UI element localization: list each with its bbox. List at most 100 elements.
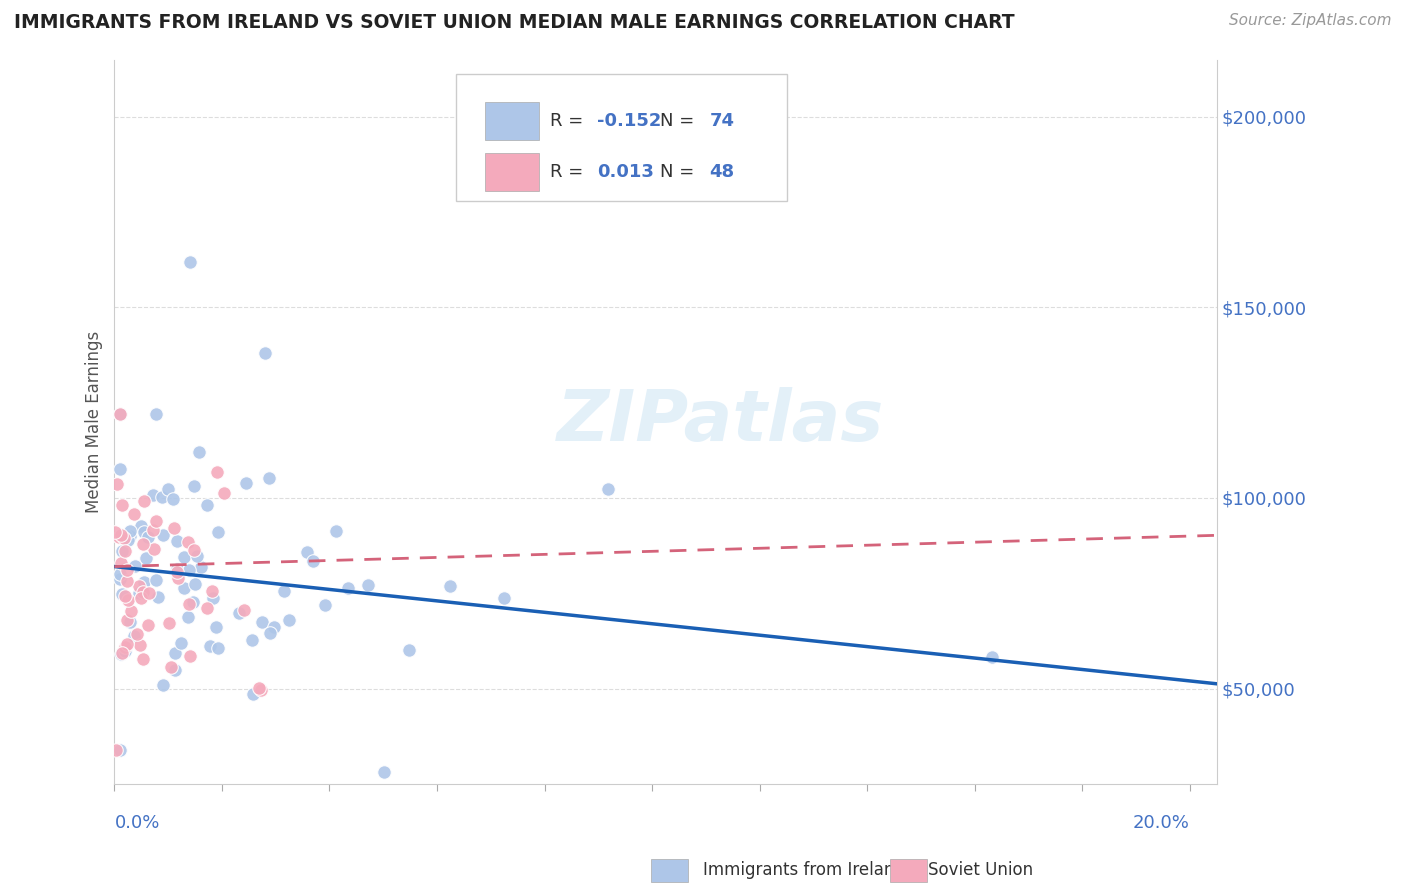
Point xyxy=(176,534,198,549)
Text: 0.013: 0.013 xyxy=(598,163,654,181)
FancyBboxPatch shape xyxy=(485,153,538,191)
Text: Soviet Union: Soviet Union xyxy=(928,861,1033,879)
Text: Source: ZipAtlas.com: Source: ZipAtlas.com xyxy=(1229,13,1392,29)
Point xyxy=(114,644,136,658)
Point xyxy=(111,587,134,601)
Point xyxy=(145,407,167,421)
Point xyxy=(250,615,273,629)
Text: R =: R = xyxy=(550,163,589,181)
Point xyxy=(129,591,152,606)
Point xyxy=(259,471,281,485)
Point xyxy=(111,498,134,512)
Point xyxy=(173,581,195,595)
Point xyxy=(146,590,169,604)
Text: -0.152: -0.152 xyxy=(598,112,662,130)
Text: 20.0%: 20.0% xyxy=(1133,814,1189,832)
Point xyxy=(136,617,159,632)
Point xyxy=(110,528,132,542)
Point xyxy=(233,603,256,617)
Point xyxy=(259,626,281,640)
Point xyxy=(253,346,276,360)
Point xyxy=(132,494,155,508)
Point xyxy=(598,482,620,496)
Point xyxy=(128,578,150,592)
Point xyxy=(132,652,155,666)
Point xyxy=(120,615,142,630)
Point xyxy=(184,576,207,591)
Point xyxy=(173,549,195,564)
Point xyxy=(187,445,209,459)
Point xyxy=(165,646,187,660)
Point xyxy=(114,640,136,654)
Y-axis label: Median Male Earnings: Median Male Earnings xyxy=(86,331,103,513)
Point xyxy=(150,490,173,504)
Point xyxy=(108,462,131,476)
Point xyxy=(120,604,142,618)
Point xyxy=(177,563,200,577)
Point xyxy=(166,571,188,585)
Point xyxy=(143,542,166,557)
Point xyxy=(278,613,301,627)
Point xyxy=(114,543,136,558)
Point xyxy=(179,254,201,268)
Point xyxy=(162,492,184,507)
Point xyxy=(202,591,225,605)
Point xyxy=(166,562,188,576)
Point xyxy=(197,498,219,512)
Point xyxy=(122,629,145,643)
Point xyxy=(166,534,188,549)
Point xyxy=(118,524,141,538)
Point xyxy=(117,574,139,589)
Point xyxy=(145,574,167,588)
Point xyxy=(263,620,285,634)
Point xyxy=(398,642,420,657)
FancyBboxPatch shape xyxy=(456,74,787,201)
Text: N =: N = xyxy=(659,163,700,181)
Point xyxy=(108,530,131,544)
Point xyxy=(212,486,235,500)
Point xyxy=(124,508,146,522)
Point xyxy=(163,520,186,534)
Point xyxy=(124,559,146,574)
Point xyxy=(240,633,263,648)
Point xyxy=(129,638,152,652)
Point xyxy=(373,765,395,780)
Point xyxy=(160,660,183,674)
Point xyxy=(242,687,264,701)
Point xyxy=(205,620,228,634)
Point xyxy=(195,600,218,615)
Point xyxy=(228,606,250,620)
Point xyxy=(115,613,138,627)
Point xyxy=(336,581,359,595)
Point xyxy=(157,482,180,496)
Point xyxy=(163,663,186,677)
Point xyxy=(132,536,155,550)
Point xyxy=(108,573,131,587)
Point xyxy=(129,518,152,533)
Point xyxy=(207,525,229,540)
Text: N =: N = xyxy=(659,112,700,130)
Point xyxy=(145,515,167,529)
Point xyxy=(301,554,323,568)
Text: 0.0%: 0.0% xyxy=(114,814,160,832)
Point xyxy=(166,565,188,579)
Point xyxy=(273,583,295,598)
Point xyxy=(186,549,208,563)
Point xyxy=(357,577,380,591)
Point xyxy=(295,545,318,559)
Point xyxy=(104,524,127,539)
Point xyxy=(157,616,180,631)
Text: 74: 74 xyxy=(710,112,734,130)
Point xyxy=(108,567,131,582)
Point xyxy=(190,559,212,574)
FancyBboxPatch shape xyxy=(485,103,538,140)
Point xyxy=(179,649,201,664)
Point xyxy=(136,530,159,544)
Point xyxy=(439,579,461,593)
Text: R =: R = xyxy=(550,112,589,130)
Point xyxy=(183,542,205,557)
Point xyxy=(177,597,200,611)
Point xyxy=(108,407,131,421)
Point xyxy=(138,586,160,600)
Point xyxy=(201,584,224,599)
